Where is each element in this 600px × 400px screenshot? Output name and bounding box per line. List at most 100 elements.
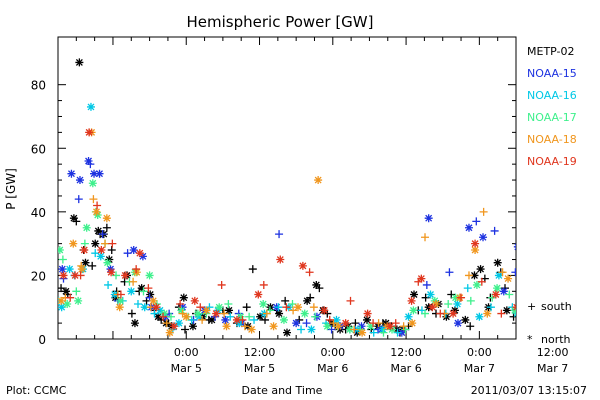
- plot-credit: Plot: CCMC: [6, 384, 67, 397]
- y-axis-label: P [GW]: [4, 168, 18, 210]
- north-point: [116, 296, 125, 305]
- north-point: [256, 312, 265, 321]
- north-point: [293, 303, 302, 312]
- south-point: [150, 309, 159, 318]
- north-point: [247, 325, 256, 334]
- north-point: [130, 319, 139, 328]
- north-point: [107, 268, 116, 277]
- south-point: [98, 230, 107, 239]
- north-point: [221, 315, 230, 324]
- north-point: [90, 169, 99, 178]
- north-point: [381, 319, 390, 328]
- north-point: [471, 239, 480, 248]
- south-point: [346, 296, 355, 305]
- north-point: [341, 319, 350, 328]
- north-point: [493, 284, 502, 293]
- south-point: [259, 280, 268, 289]
- south-point: [166, 312, 175, 321]
- north-point: [75, 176, 84, 185]
- north-point: [190, 296, 199, 305]
- south-point: [129, 277, 138, 286]
- north-point: [80, 245, 89, 254]
- series-noaa-16: [58, 102, 516, 337]
- south-point: [74, 195, 83, 204]
- south-point: [436, 309, 445, 318]
- north-point: [453, 319, 462, 328]
- north-point: [85, 128, 94, 137]
- north-point: [195, 312, 204, 321]
- south-point: [497, 309, 506, 318]
- north-point: [77, 265, 86, 274]
- south-point: [159, 312, 168, 321]
- data-points: [58, 58, 516, 337]
- north-point: [213, 306, 222, 315]
- south-point: [248, 265, 257, 274]
- north-point: [215, 303, 224, 312]
- north-point: [426, 290, 435, 299]
- x-tick-date-label: Mar 7: [464, 362, 495, 375]
- x-tick-date-label: Mar 6: [390, 362, 421, 375]
- north-point: [86, 102, 95, 111]
- north-point: [92, 207, 101, 216]
- south-point: [66, 293, 75, 302]
- north-point: [182, 312, 191, 321]
- north-point: [165, 328, 174, 337]
- series-legend: METP-02 NOAA-15 NOAA-16 NOAA-17 NOAA-18 NOAA-…: [527, 45, 577, 168]
- south-point: [391, 319, 400, 328]
- north-point: [149, 296, 158, 305]
- north-point: [58, 245, 64, 254]
- north-point: [512, 303, 516, 312]
- x-tick-time-label: 0:00: [320, 346, 345, 359]
- north-point: [212, 309, 221, 318]
- north-point: [121, 271, 130, 280]
- north-point: [471, 245, 480, 254]
- north-point: [320, 306, 329, 315]
- south-point: [196, 303, 205, 312]
- south-point: [309, 303, 318, 312]
- north-point: [129, 245, 138, 254]
- south-point: [297, 325, 306, 334]
- north-point: [174, 319, 183, 328]
- south-point: [275, 230, 284, 239]
- south-point: [421, 309, 430, 318]
- north-point: [428, 303, 437, 312]
- north-point: [332, 315, 341, 324]
- north-point: [82, 223, 91, 232]
- north-point: [357, 322, 366, 331]
- north-point: [177, 306, 186, 315]
- north-point: [65, 265, 74, 274]
- north-point: [410, 290, 419, 299]
- south-point: [226, 312, 235, 321]
- north-point: [417, 274, 426, 283]
- south-point: [399, 322, 408, 331]
- south-point: [421, 233, 430, 242]
- north-point: [88, 179, 97, 188]
- south-point: [498, 268, 507, 277]
- north-point: [152, 303, 161, 312]
- north-point: [188, 322, 197, 331]
- north-point: [178, 303, 187, 312]
- north-point: [300, 309, 309, 318]
- north-point: [494, 271, 503, 280]
- x-tick-time-label: 12:00: [537, 346, 569, 359]
- north-point: [74, 296, 83, 305]
- north-point: [470, 271, 479, 280]
- north-point: [491, 290, 500, 299]
- south-point: [421, 293, 430, 302]
- legend-entry: NOAA-17: [527, 111, 577, 124]
- legend-entry: NOAA-18: [527, 133, 577, 146]
- north-point: [404, 312, 413, 321]
- south-point: [133, 300, 142, 309]
- north-point: [94, 226, 103, 235]
- south-marker-symbol: +: [527, 300, 536, 313]
- plot-timestamp: 2011/03/07 13:15:07: [471, 384, 587, 397]
- north-point: [312, 280, 321, 289]
- legend-entry: NOAA-15: [527, 67, 577, 80]
- south-point: [89, 195, 98, 204]
- north-point: [135, 249, 144, 258]
- x-tick-date-label: Mar 6: [317, 362, 348, 375]
- x-tick-date-label: Mar 5: [171, 362, 202, 375]
- series-noaa-18: [58, 128, 513, 337]
- south-point: [447, 290, 456, 299]
